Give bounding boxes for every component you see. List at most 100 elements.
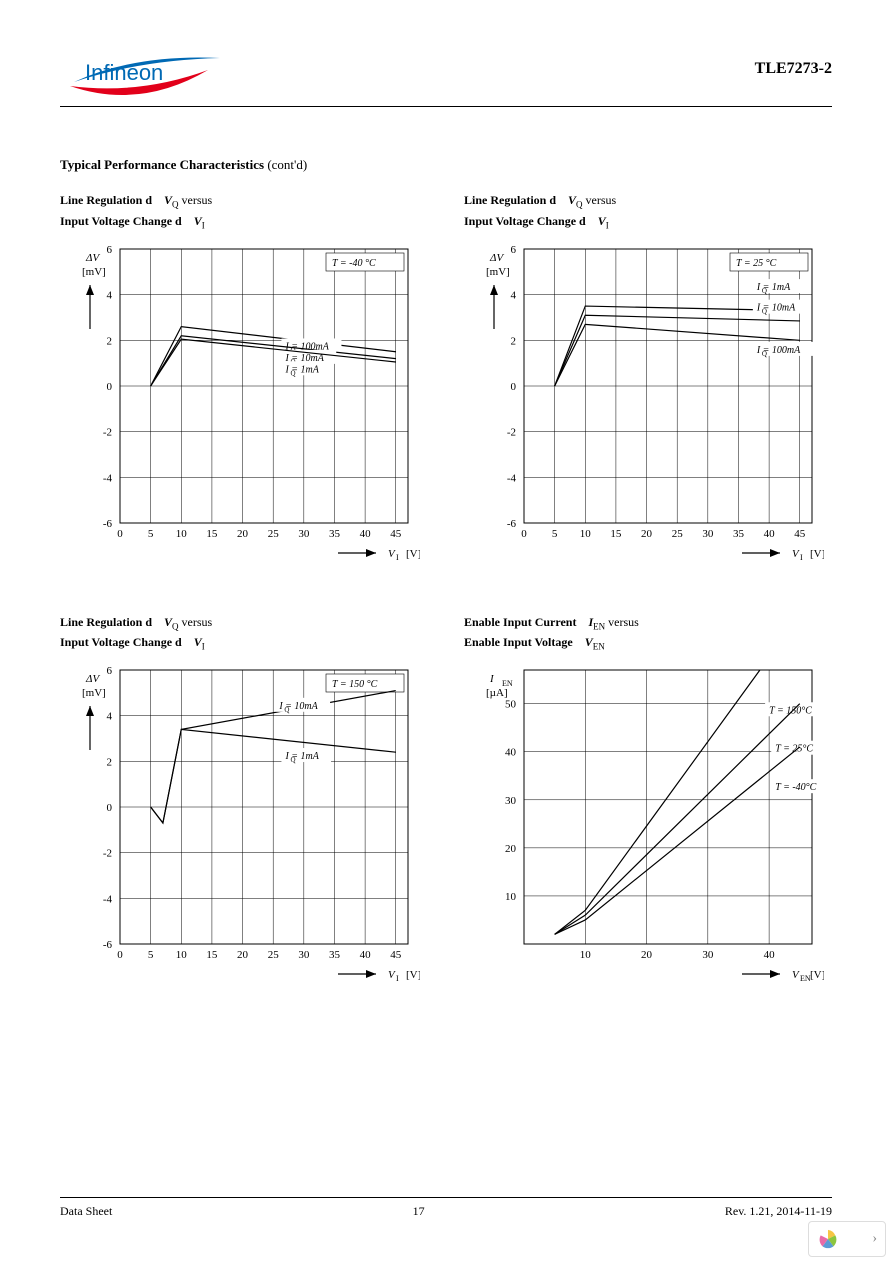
section-title-main: Typical Performance Characteristics: [60, 157, 264, 172]
svg-text:-4: -4: [103, 893, 113, 905]
svg-text:-6: -6: [103, 939, 113, 951]
svg-text:-4: -4: [507, 472, 517, 484]
brand-text: Infineon: [85, 60, 163, 85]
svg-text:T = 25°C: T = 25°C: [775, 744, 813, 755]
svg-text:20: 20: [505, 843, 517, 855]
svg-text:[mV]: [mV]: [486, 266, 510, 278]
viewer-widget[interactable]: ›: [808, 1221, 886, 1257]
svg-text:25: 25: [268, 949, 280, 961]
svg-text:15: 15: [206, 528, 218, 540]
svg-text:40: 40: [764, 528, 776, 540]
svg-text:0: 0: [117, 528, 123, 540]
svg-text:I: I: [800, 553, 803, 562]
svg-text:Q: Q: [290, 369, 295, 377]
chart-block-lr_150: Line Regulation d VQ versusInput Voltage…: [60, 613, 428, 991]
page-footer: Data Sheet 17 Rev. 1.21, 2014-11-19: [60, 1197, 832, 1219]
svg-text:[V]: [V]: [406, 548, 420, 560]
svg-text:0: 0: [107, 381, 113, 393]
svg-text:ΔV: ΔV: [489, 252, 504, 264]
chart-title: Line Regulation d VQ versusInput Voltage…: [60, 613, 428, 655]
svg-text:10: 10: [505, 891, 517, 903]
svg-text:-2: -2: [103, 848, 112, 860]
svg-text:Q: Q: [762, 349, 767, 357]
chart-block-lr_m40: Line Regulation d VQ versusInput Voltage…: [60, 191, 428, 569]
svg-text:40: 40: [505, 747, 517, 759]
chart-title: Line Regulation d VQ versusInput Voltage…: [60, 191, 428, 233]
chart-lr_25: 051015202530354045-6-4-20246ΔV[mV]VI [V]…: [464, 239, 824, 569]
svg-text:20: 20: [641, 528, 653, 540]
svg-text:4: 4: [511, 289, 517, 301]
svg-text:I: I: [489, 673, 495, 685]
chevron-right-icon[interactable]: ›: [872, 1231, 877, 1247]
svg-text:-4: -4: [103, 472, 113, 484]
svg-text:10: 10: [580, 949, 592, 961]
svg-text:20: 20: [237, 528, 249, 540]
svg-text:Q: Q: [762, 287, 767, 295]
part-number: TLE7273-2: [755, 60, 832, 78]
svg-text:-6: -6: [103, 518, 113, 530]
svg-text:0: 0: [511, 381, 517, 393]
chart-block-lr_25: Line Regulation d VQ versusInput Voltage…: [464, 191, 832, 569]
svg-text:4: 4: [107, 711, 113, 723]
svg-text:-2: -2: [103, 426, 112, 438]
svg-text:30: 30: [702, 949, 714, 961]
svg-text:30: 30: [702, 528, 714, 540]
footer-rev: Rev. 1.21, 2014-11-19: [725, 1204, 832, 1219]
svg-text:[mV]: [mV]: [82, 266, 106, 278]
svg-text:50: 50: [505, 699, 517, 711]
svg-text:V: V: [388, 969, 396, 981]
svg-text:6: 6: [107, 665, 113, 677]
svg-text:40: 40: [360, 528, 372, 540]
svg-text:Q: Q: [290, 756, 295, 764]
svg-text:5: 5: [552, 528, 558, 540]
svg-text:[V]: [V]: [810, 548, 824, 560]
chart-title: Enable Input Current IEN versusEnable In…: [464, 613, 832, 655]
svg-text:[V]: [V]: [406, 969, 420, 981]
page-header: Infineon TLE7273-2: [60, 40, 832, 107]
svg-text:2: 2: [107, 756, 113, 768]
svg-text:[V]: [V]: [810, 969, 824, 981]
svg-text:45: 45: [794, 528, 806, 540]
svg-text:Q: Q: [762, 307, 767, 315]
svg-text:40: 40: [764, 949, 776, 961]
svg-text:10: 10: [176, 949, 188, 961]
svg-text:5: 5: [148, 528, 154, 540]
svg-text:0: 0: [107, 802, 113, 814]
svg-text:ΔV: ΔV: [85, 252, 100, 264]
svg-text:25: 25: [268, 528, 280, 540]
charts-grid: Line Regulation d VQ versusInput Voltage…: [60, 191, 832, 990]
section-title-contd: (cont'd): [267, 157, 307, 172]
svg-text:ΔV: ΔV: [85, 673, 100, 685]
svg-text:10: 10: [580, 528, 592, 540]
chart-ien: 102030401020304050IEN[µA]VEN [V]T = 150°…: [464, 660, 824, 990]
svg-text:15: 15: [206, 949, 218, 961]
svg-text:0: 0: [117, 949, 123, 961]
svg-text:[mV]: [mV]: [82, 687, 106, 699]
svg-text:30: 30: [298, 949, 310, 961]
svg-text:0: 0: [521, 528, 527, 540]
svg-text:35: 35: [329, 949, 341, 961]
svg-text:V: V: [792, 969, 800, 981]
svg-text:[µA]: [µA]: [486, 687, 508, 699]
footer-left: Data Sheet: [60, 1204, 112, 1219]
brand-logo: Infineon: [60, 40, 230, 100]
flower-icon: [817, 1228, 839, 1250]
svg-text:Q: Q: [284, 706, 289, 714]
svg-text:T = 150 °C: T = 150 °C: [332, 679, 378, 690]
svg-text:I: I: [396, 974, 399, 983]
svg-text:-6: -6: [507, 518, 517, 530]
svg-text:2: 2: [107, 335, 113, 347]
svg-text:15: 15: [610, 528, 622, 540]
svg-text:6: 6: [511, 244, 517, 256]
svg-text:45: 45: [390, 949, 402, 961]
svg-text:35: 35: [329, 528, 341, 540]
svg-text:T = -40 °C: T = -40 °C: [332, 258, 376, 269]
svg-text:45: 45: [390, 528, 402, 540]
svg-text:T = 25 °C: T = 25 °C: [736, 258, 777, 269]
svg-text:40: 40: [360, 949, 372, 961]
svg-text:I: I: [396, 553, 399, 562]
svg-text:25: 25: [672, 528, 684, 540]
chart-lr_150: 051015202530354045-6-4-20246ΔV[mV]VI [V]…: [60, 660, 420, 990]
svg-text:5: 5: [148, 949, 154, 961]
section-title: Typical Performance Characteristics (con…: [60, 157, 832, 173]
